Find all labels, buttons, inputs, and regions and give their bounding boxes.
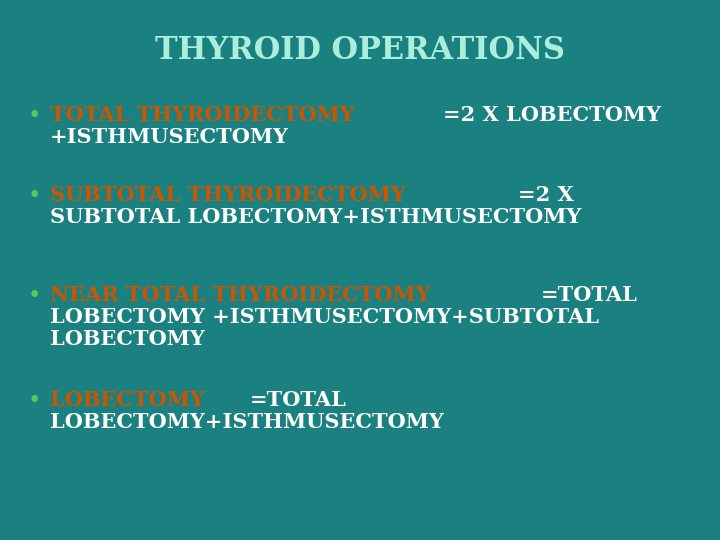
Text: =2 X LOBECTOMY: =2 X LOBECTOMY [444,105,661,125]
Text: LOBECTOMY +ISTHMUSECTOMY+SUBTOTAL: LOBECTOMY +ISTHMUSECTOMY+SUBTOTAL [50,307,599,327]
Text: NEAR TOTAL THYROIDECTOMY: NEAR TOTAL THYROIDECTOMY [50,285,431,305]
Text: =2 X: =2 X [518,185,575,205]
Text: =TOTAL: =TOTAL [250,390,347,410]
Text: =TOTAL: =TOTAL [541,285,638,305]
Text: LOBECTOMY+ISTHMUSECTOMY: LOBECTOMY+ISTHMUSECTOMY [50,412,444,432]
Text: LOBECTOMY: LOBECTOMY [50,390,205,410]
Text: •: • [28,185,41,207]
Text: LOBECTOMY: LOBECTOMY [50,329,205,349]
Text: •: • [28,285,41,307]
Text: +ISTHMUSECTOMY: +ISTHMUSECTOMY [50,127,289,147]
Text: •: • [28,390,41,412]
Text: TOTAL THYROIDECTOMY: TOTAL THYROIDECTOMY [50,105,355,125]
Text: SUBTOTAL LOBECTOMY+ISTHMUSECTOMY: SUBTOTAL LOBECTOMY+ISTHMUSECTOMY [50,207,581,227]
Text: SUBTOTAL THYROIDECTOMY: SUBTOTAL THYROIDECTOMY [50,185,413,205]
Text: •: • [28,105,41,127]
Text: THYROID OPERATIONS: THYROID OPERATIONS [155,35,565,66]
